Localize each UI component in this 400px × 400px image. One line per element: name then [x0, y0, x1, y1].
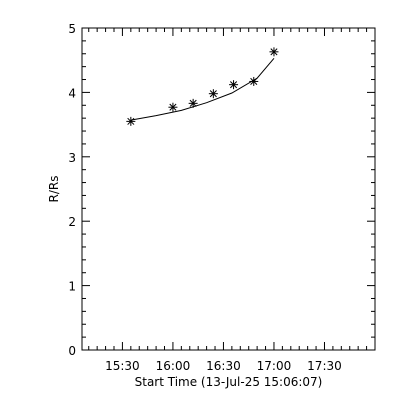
- plot-frame: [81, 27, 376, 351]
- data-point: [229, 80, 239, 90]
- y-tick-label: 4: [68, 86, 76, 100]
- y-tick-labels: 0 1 2 3 4 5: [68, 22, 76, 358]
- data-points: [126, 47, 279, 126]
- x-tick-label: 17:00: [257, 359, 292, 373]
- data-point: [168, 102, 178, 112]
- data-point: [126, 116, 136, 126]
- y-tick-label: 5: [68, 22, 76, 36]
- x-tick-label: 17:30: [307, 359, 342, 373]
- axis-ticks: [82, 27, 375, 351]
- data-point: [269, 47, 279, 57]
- x-axis-label: Start Time (13-Jul-25 15:06:07): [135, 375, 323, 389]
- fit-curve: [130, 57, 275, 121]
- data-point: [249, 76, 259, 86]
- data-point: [208, 89, 218, 99]
- y-tick-label: 0: [68, 344, 76, 358]
- x-tick-labels: 15:30 16:00 16:30 17:00 17:30: [105, 359, 342, 373]
- y-tick-label: 1: [68, 280, 76, 294]
- x-tick-label: 15:30: [105, 359, 140, 373]
- y-tick-label: 2: [68, 215, 76, 229]
- y-axis-label: R/Rs: [47, 176, 61, 203]
- y-tick-label: 3: [68, 151, 76, 165]
- data-point: [188, 98, 198, 108]
- x-tick-label: 16:00: [156, 359, 191, 373]
- x-tick-label: 16:30: [206, 359, 241, 373]
